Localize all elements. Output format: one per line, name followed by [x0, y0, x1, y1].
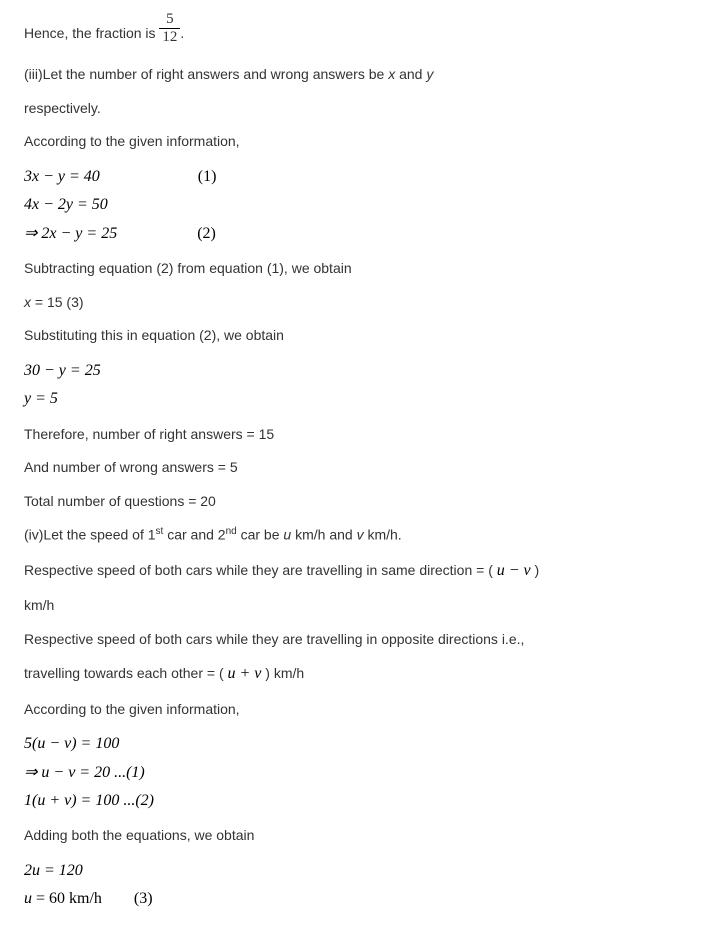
line-same-direction: Respective speed of both cars while they…: [24, 560, 701, 582]
text: (iii)Let the number of right answers and…: [24, 66, 388, 82]
line-wrong-answers: And number of wrong answers = 5: [24, 458, 701, 478]
equation-5uv: 5(u − v) = 100: [24, 733, 701, 755]
line-fraction: Hence, the fraction is 5 12 .: [24, 18, 701, 51]
superscript-nd: nd: [226, 526, 237, 537]
line-iii-intro: (iii)Let the number of right answers and…: [24, 65, 701, 85]
fraction: 5 12: [159, 12, 180, 45]
equation-1uv100: 1(u + v) = 100 ...(2): [24, 790, 701, 812]
text: km/h and: [291, 527, 356, 543]
line-right-answers: Therefore, number of right answers = 15: [24, 425, 701, 445]
math-expr: 5(u − v) = 100: [24, 735, 119, 752]
line-subtracting: Subtracting equation (2) from equation (…: [24, 259, 701, 279]
equation-u60: u = 60 km/h (3): [24, 888, 701, 910]
line-substituting: Substituting this in equation (2), we ob…: [24, 326, 701, 346]
math-expr: 3x − y = 40: [24, 168, 100, 185]
line-towards-each-other: travelling towards each other = ( u + v …: [24, 663, 701, 685]
line-respectively: respectively.: [24, 99, 701, 119]
line-according: According to the given information,: [24, 132, 701, 152]
numerator: 5: [159, 12, 180, 29]
math-expr: ⇒ u − v = 20 ...(1): [24, 764, 145, 781]
text: and: [395, 66, 426, 82]
math-expr: 30 − y = 25: [24, 362, 101, 379]
math-inline: u + v: [228, 665, 262, 682]
line-according-2: According to the given information,: [24, 700, 701, 720]
equation-1: 3x − y = 40 (1): [24, 166, 701, 188]
line-opposite-direction: Respective speed of both cars while they…: [24, 630, 701, 650]
var-y: y: [426, 66, 433, 82]
equation-label: (3): [134, 890, 153, 907]
text: Hence, the fraction is: [24, 25, 159, 41]
line-total-questions: Total number of questions = 20: [24, 492, 701, 512]
equation-uv20: ⇒ u − v = 20 ...(1): [24, 762, 701, 784]
math-inline: u − v: [497, 562, 531, 579]
equation-2u120: 2u = 120: [24, 860, 701, 882]
text: (iv)Let the speed of 1: [24, 527, 156, 543]
line-iv-intro: (iv)Let the speed of 1st car and 2nd car…: [24, 525, 701, 545]
math-expr: 4x − 2y = 50: [24, 196, 108, 213]
equation-2: ⇒ 2x − y = 25 (2): [24, 223, 701, 245]
equation-y5: y = 5: [24, 388, 701, 410]
math-expr: ⇒ 2x − y = 25: [24, 225, 117, 242]
line-x15: x = 15 (3): [24, 293, 701, 313]
text: Respective speed of both cars while they…: [24, 562, 497, 578]
text: ): [531, 562, 540, 578]
text: ) km/h: [261, 665, 304, 681]
text: .: [180, 25, 184, 41]
var-v: v: [357, 527, 364, 543]
line-kmh: km/h: [24, 596, 701, 616]
math-expr: y = 5: [24, 390, 58, 407]
text: travelling towards each other = (: [24, 665, 228, 681]
text: car be: [237, 527, 284, 543]
equation-2a: 4x − 2y = 50: [24, 194, 701, 216]
line-adding: Adding both the equations, we obtain: [24, 826, 701, 846]
text: = 15 (3): [31, 294, 84, 310]
var-x: x: [24, 294, 31, 310]
math-expr: 2u = 120: [24, 862, 83, 879]
text: km/h.: [364, 527, 402, 543]
var-u: u: [24, 890, 32, 907]
math-expr: = 60 km/h: [32, 890, 102, 907]
equation-label: (2): [197, 225, 216, 242]
math-expr: 1(u + v) = 100 ...(2): [24, 792, 154, 809]
equation-label: (1): [198, 168, 217, 185]
text: car and 2: [163, 527, 225, 543]
denominator: 12: [159, 29, 180, 45]
equation-30y: 30 − y = 25: [24, 360, 701, 382]
